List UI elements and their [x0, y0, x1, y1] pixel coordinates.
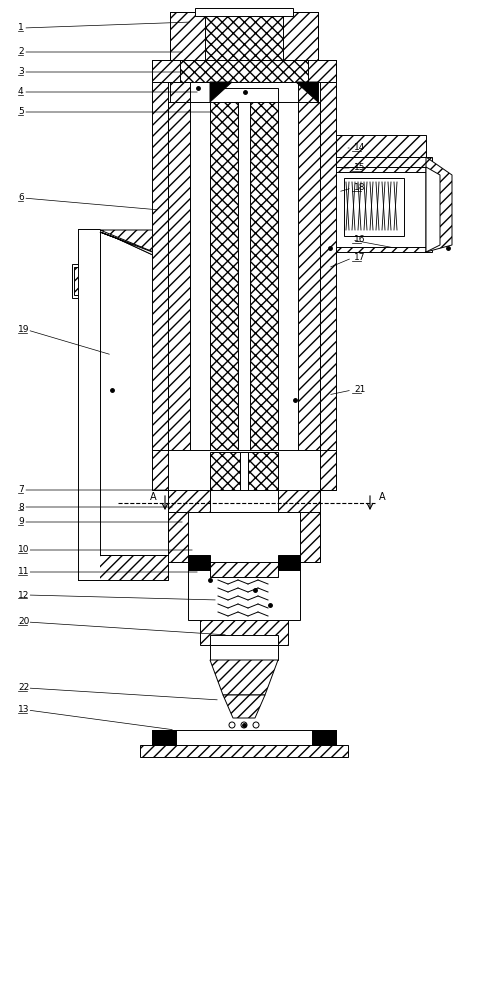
- Text: 10: 10: [18, 546, 30, 554]
- Bar: [210, 490, 240, 515]
- Text: A: A: [379, 492, 385, 502]
- Bar: [152, 82, 168, 452]
- Circle shape: [229, 722, 235, 728]
- Text: 18: 18: [354, 184, 365, 192]
- Bar: [74, 267, 82, 295]
- Text: 21: 21: [354, 385, 365, 394]
- Polygon shape: [78, 555, 168, 580]
- Bar: [168, 512, 188, 562]
- Bar: [298, 82, 318, 102]
- Bar: [170, 12, 318, 60]
- Bar: [72, 264, 84, 298]
- Bar: [152, 450, 336, 490]
- Polygon shape: [426, 167, 440, 252]
- Text: 5: 5: [18, 107, 24, 116]
- Text: 2: 2: [18, 47, 24, 56]
- Text: 15: 15: [354, 163, 365, 172]
- Bar: [332, 172, 426, 247]
- Bar: [170, 82, 190, 102]
- Bar: [210, 562, 278, 577]
- Bar: [326, 135, 426, 157]
- Polygon shape: [210, 660, 278, 695]
- Polygon shape: [426, 157, 452, 252]
- Text: 12: 12: [18, 590, 29, 599]
- Polygon shape: [78, 230, 168, 580]
- Bar: [200, 620, 288, 645]
- Bar: [140, 745, 348, 757]
- Bar: [190, 82, 298, 102]
- Text: 19: 19: [18, 326, 30, 334]
- Bar: [240, 452, 248, 492]
- Bar: [344, 178, 404, 236]
- Bar: [168, 490, 210, 512]
- Bar: [300, 512, 320, 562]
- Polygon shape: [210, 82, 232, 102]
- Bar: [278, 555, 300, 570]
- Bar: [240, 490, 248, 510]
- Bar: [80, 274, 168, 288]
- Bar: [168, 512, 320, 562]
- Bar: [248, 490, 278, 515]
- Bar: [210, 645, 278, 660]
- Text: 16: 16: [354, 235, 365, 244]
- Polygon shape: [100, 232, 168, 262]
- Bar: [188, 555, 210, 570]
- Bar: [152, 450, 168, 490]
- Text: A: A: [150, 492, 156, 502]
- Text: 11: 11: [18, 568, 30, 576]
- Bar: [168, 490, 320, 512]
- Bar: [312, 730, 336, 745]
- Bar: [248, 452, 278, 492]
- Bar: [210, 635, 278, 645]
- Bar: [210, 88, 278, 102]
- Text: 17: 17: [354, 253, 365, 262]
- Bar: [168, 102, 190, 450]
- Bar: [152, 730, 176, 745]
- Bar: [210, 510, 278, 515]
- Bar: [210, 102, 240, 452]
- Bar: [205, 12, 283, 60]
- Circle shape: [241, 722, 247, 728]
- Text: 1: 1: [18, 23, 24, 32]
- Text: 3: 3: [18, 68, 24, 77]
- Bar: [320, 82, 336, 452]
- Bar: [170, 12, 318, 60]
- Bar: [240, 102, 248, 452]
- Bar: [210, 452, 240, 492]
- Text: 8: 8: [18, 502, 24, 512]
- Polygon shape: [100, 232, 168, 262]
- Bar: [278, 490, 320, 512]
- Bar: [248, 102, 278, 452]
- Text: 14: 14: [354, 143, 365, 152]
- Bar: [152, 60, 336, 82]
- Text: 4: 4: [18, 88, 24, 97]
- Bar: [298, 102, 320, 450]
- Bar: [238, 102, 250, 452]
- Bar: [320, 252, 330, 267]
- Bar: [320, 135, 328, 267]
- Bar: [180, 60, 308, 82]
- Bar: [188, 562, 300, 620]
- Text: 13: 13: [18, 706, 30, 714]
- Bar: [195, 8, 293, 16]
- Bar: [326, 167, 432, 252]
- Polygon shape: [296, 82, 318, 102]
- Circle shape: [253, 722, 259, 728]
- Bar: [72, 270, 168, 292]
- Bar: [152, 60, 336, 82]
- Polygon shape: [78, 230, 168, 580]
- Text: 6: 6: [18, 194, 24, 202]
- Text: 20: 20: [18, 617, 29, 626]
- Bar: [152, 730, 336, 745]
- Polygon shape: [78, 230, 168, 258]
- Bar: [320, 157, 432, 167]
- Text: 9: 9: [18, 518, 24, 526]
- Text: 7: 7: [18, 486, 24, 494]
- Bar: [320, 450, 336, 490]
- Polygon shape: [223, 695, 265, 718]
- Text: 22: 22: [18, 684, 29, 692]
